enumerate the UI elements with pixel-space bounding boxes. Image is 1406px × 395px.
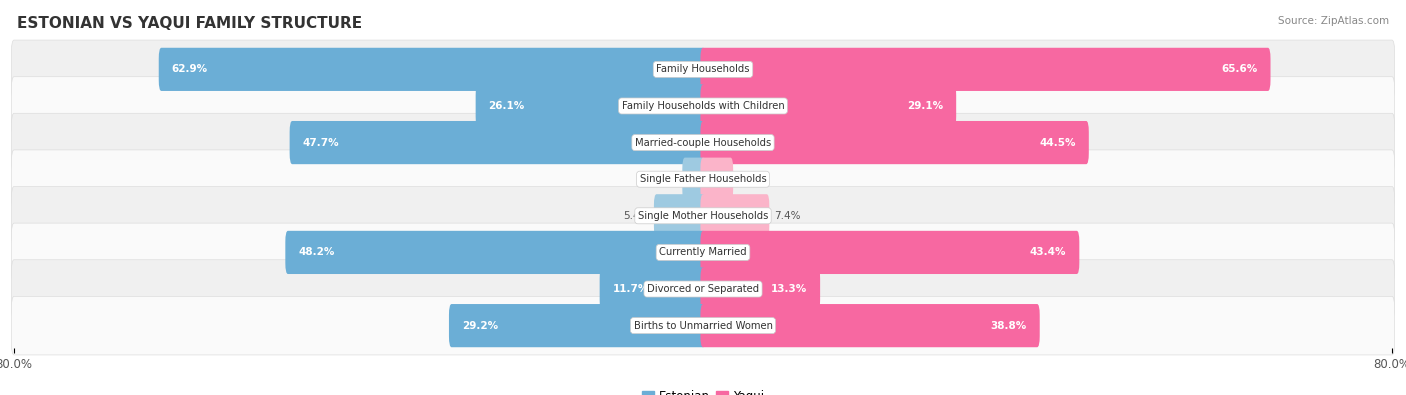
FancyBboxPatch shape xyxy=(700,194,769,237)
Text: Family Households: Family Households xyxy=(657,64,749,74)
FancyBboxPatch shape xyxy=(285,231,706,274)
FancyBboxPatch shape xyxy=(11,113,1395,172)
Text: 48.2%: 48.2% xyxy=(298,247,335,258)
Text: Source: ZipAtlas.com: Source: ZipAtlas.com xyxy=(1278,16,1389,26)
Text: 47.7%: 47.7% xyxy=(302,137,339,148)
FancyBboxPatch shape xyxy=(700,304,1039,347)
FancyBboxPatch shape xyxy=(11,296,1395,355)
FancyBboxPatch shape xyxy=(11,186,1395,245)
Text: Single Father Households: Single Father Households xyxy=(640,174,766,184)
FancyBboxPatch shape xyxy=(475,85,706,128)
Text: 5.4%: 5.4% xyxy=(623,211,650,221)
Text: Married-couple Households: Married-couple Households xyxy=(636,137,770,148)
Text: 7.4%: 7.4% xyxy=(773,211,800,221)
FancyBboxPatch shape xyxy=(682,158,706,201)
Text: Currently Married: Currently Married xyxy=(659,247,747,258)
FancyBboxPatch shape xyxy=(700,158,733,201)
Text: 29.1%: 29.1% xyxy=(907,101,943,111)
Text: 65.6%: 65.6% xyxy=(1222,64,1257,74)
Text: 43.4%: 43.4% xyxy=(1031,247,1066,258)
Text: 62.9%: 62.9% xyxy=(172,64,208,74)
FancyBboxPatch shape xyxy=(159,48,706,91)
Text: 13.3%: 13.3% xyxy=(770,284,807,294)
FancyBboxPatch shape xyxy=(11,40,1395,99)
Text: Family Households with Children: Family Households with Children xyxy=(621,101,785,111)
Text: 2.1%: 2.1% xyxy=(651,174,678,184)
FancyBboxPatch shape xyxy=(11,260,1395,318)
FancyBboxPatch shape xyxy=(11,150,1395,209)
Text: 11.7%: 11.7% xyxy=(613,284,650,294)
FancyBboxPatch shape xyxy=(700,85,956,128)
FancyBboxPatch shape xyxy=(654,194,706,237)
Text: 26.1%: 26.1% xyxy=(488,101,524,111)
Text: Births to Unmarried Women: Births to Unmarried Women xyxy=(634,321,772,331)
Text: Divorced or Separated: Divorced or Separated xyxy=(647,284,759,294)
Text: 3.2%: 3.2% xyxy=(738,174,763,184)
Text: 44.5%: 44.5% xyxy=(1039,137,1076,148)
Text: ESTONIAN VS YAQUI FAMILY STRUCTURE: ESTONIAN VS YAQUI FAMILY STRUCTURE xyxy=(17,16,361,31)
FancyBboxPatch shape xyxy=(700,231,1080,274)
FancyBboxPatch shape xyxy=(449,304,706,347)
FancyBboxPatch shape xyxy=(11,77,1395,135)
FancyBboxPatch shape xyxy=(700,48,1271,91)
FancyBboxPatch shape xyxy=(290,121,706,164)
FancyBboxPatch shape xyxy=(11,223,1395,282)
Text: 29.2%: 29.2% xyxy=(461,321,498,331)
Legend: Estonian, Yaqui: Estonian, Yaqui xyxy=(637,385,769,395)
FancyBboxPatch shape xyxy=(700,121,1088,164)
Text: Single Mother Households: Single Mother Households xyxy=(638,211,768,221)
FancyBboxPatch shape xyxy=(599,267,706,310)
FancyBboxPatch shape xyxy=(700,267,820,310)
Text: 38.8%: 38.8% xyxy=(991,321,1026,331)
